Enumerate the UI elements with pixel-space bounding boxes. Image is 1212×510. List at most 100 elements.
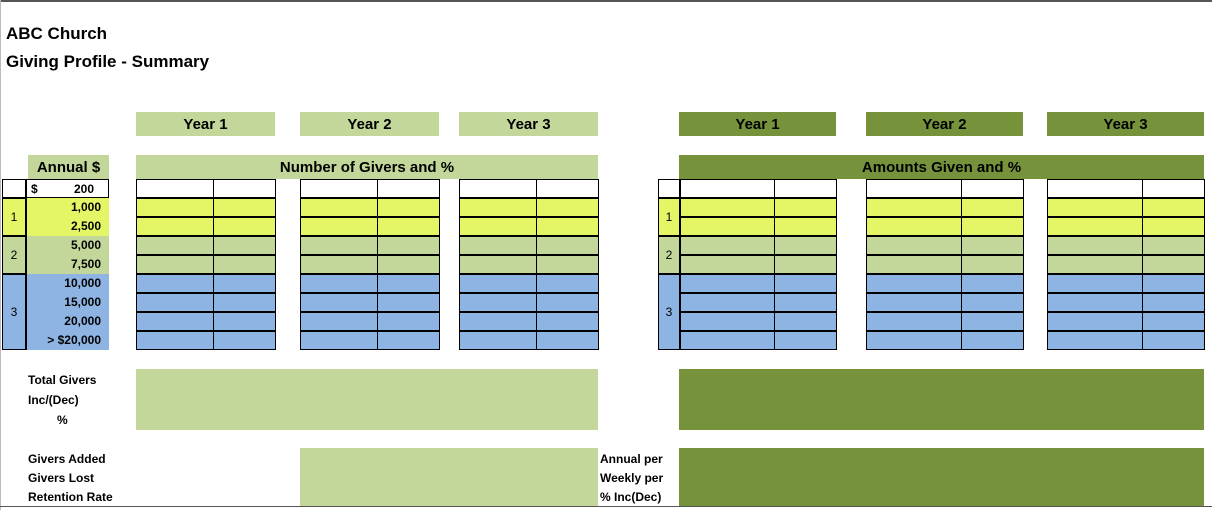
amounts-year-1-row-6-count-cell[interactable]	[680, 274, 775, 293]
givers-year-3-row-7-count-cell[interactable]	[459, 293, 537, 312]
givers-year-2-row-5-count-cell[interactable]	[300, 255, 378, 274]
amounts-year-1-row-7-count-cell[interactable]	[680, 293, 775, 312]
amounts-year-2-row-1-pct-cell[interactable]	[961, 179, 1024, 198]
givers-year-1-row-9-pct-cell[interactable]	[213, 331, 276, 350]
givers-year-1-row-8-count-cell[interactable]	[136, 312, 214, 331]
retention-block[interactable]	[300, 448, 598, 506]
givers-year-2-row-2-count-cell[interactable]	[300, 198, 378, 217]
per-giver-block[interactable]	[679, 448, 1204, 506]
givers-year-1-row-4-pct-cell[interactable]	[213, 236, 276, 255]
amounts-year-3-row-5-count-cell[interactable]	[1047, 255, 1143, 274]
givers-year-2-row-8-pct-cell[interactable]	[377, 312, 440, 331]
amounts-year-2-row-8-pct-cell[interactable]	[961, 312, 1024, 331]
givers-year-1-row-8-pct-cell[interactable]	[213, 312, 276, 331]
givers-year-1-row-9-count-cell[interactable]	[136, 331, 214, 350]
givers-year-3-row-3-pct-cell[interactable]	[536, 217, 599, 236]
givers-year-2-row-2-pct-cell[interactable]	[377, 198, 440, 217]
amounts-year-2-row-6-count-cell[interactable]	[866, 274, 962, 293]
givers-year-2-row-5-pct-cell[interactable]	[377, 255, 440, 274]
amounts-year-3-row-8-count-cell[interactable]	[1047, 312, 1143, 331]
amounts-year-3-row-2-count-cell[interactable]	[1047, 198, 1143, 217]
amounts-year-1-row-2-count-cell[interactable]	[680, 198, 775, 217]
amounts-year-2-row-7-count-cell[interactable]	[866, 293, 962, 312]
givers-year-3-row-6-pct-cell[interactable]	[536, 274, 599, 293]
amounts-year-2-row-2-count-cell[interactable]	[866, 198, 962, 217]
givers-year-3-row-2-count-cell[interactable]	[459, 198, 537, 217]
givers-year-3-row-8-count-cell[interactable]	[459, 312, 537, 331]
amounts-year-2-row-3-count-cell[interactable]	[866, 217, 962, 236]
amounts-year-3-row-9-pct-cell[interactable]	[1142, 331, 1205, 350]
amounts-totals-block[interactable]	[679, 369, 1204, 430]
givers-year-1-row-7-count-cell[interactable]	[136, 293, 214, 312]
amounts-year-2-row-4-pct-cell[interactable]	[961, 236, 1024, 255]
amounts-year-1-row-5-pct-cell[interactable]	[774, 255, 837, 274]
amounts-year-2-row-9-pct-cell[interactable]	[961, 331, 1024, 350]
givers-year-1-row-3-count-cell[interactable]	[136, 217, 214, 236]
amounts-year-2-row-7-pct-cell[interactable]	[961, 293, 1024, 312]
amounts-year-1-row-5-count-cell[interactable]	[680, 255, 775, 274]
givers-year-3-row-5-count-cell[interactable]	[459, 255, 537, 274]
amounts-year-3-row-9-count-cell[interactable]	[1047, 331, 1143, 350]
givers-totals-block[interactable]	[136, 369, 598, 430]
amounts-year-3-row-8-pct-cell[interactable]	[1142, 312, 1205, 331]
amounts-year-1-row-1-count-cell[interactable]	[680, 179, 775, 198]
amounts-year-3-row-1-pct-cell[interactable]	[1142, 179, 1205, 198]
givers-year-2-row-7-pct-cell[interactable]	[377, 293, 440, 312]
givers-year-1-row-7-pct-cell[interactable]	[213, 293, 276, 312]
amounts-year-2-row-6-pct-cell[interactable]	[961, 274, 1024, 293]
givers-year-3-row-3-count-cell[interactable]	[459, 217, 537, 236]
amounts-year-1-row-4-count-cell[interactable]	[680, 236, 775, 255]
givers-year-3-row-4-pct-cell[interactable]	[536, 236, 599, 255]
amounts-year-3-row-7-pct-cell[interactable]	[1142, 293, 1205, 312]
amounts-year-2-row-2-pct-cell[interactable]	[961, 198, 1024, 217]
amounts-year-1-row-7-pct-cell[interactable]	[774, 293, 837, 312]
givers-year-2-row-4-pct-cell[interactable]	[377, 236, 440, 255]
givers-year-1-row-1-pct-cell[interactable]	[213, 179, 276, 198]
givers-year-3-row-2-pct-cell[interactable]	[536, 198, 599, 217]
givers-year-3-row-7-pct-cell[interactable]	[536, 293, 599, 312]
givers-year-1-row-1-count-cell[interactable]	[136, 179, 214, 198]
amounts-year-3-row-3-count-cell[interactable]	[1047, 217, 1143, 236]
givers-year-2-row-6-count-cell[interactable]	[300, 274, 378, 293]
givers-year-1-row-6-count-cell[interactable]	[136, 274, 214, 293]
givers-year-2-row-6-pct-cell[interactable]	[377, 274, 440, 293]
amounts-year-1-row-4-pct-cell[interactable]	[774, 236, 837, 255]
givers-year-3-row-9-pct-cell[interactable]	[536, 331, 599, 350]
amounts-year-3-row-6-pct-cell[interactable]	[1142, 274, 1205, 293]
givers-year-2-row-9-pct-cell[interactable]	[377, 331, 440, 350]
amounts-year-1-row-3-count-cell[interactable]	[680, 217, 775, 236]
amounts-year-2-row-5-count-cell[interactable]	[866, 255, 962, 274]
givers-year-3-row-4-count-cell[interactable]	[459, 236, 537, 255]
amounts-year-3-row-3-pct-cell[interactable]	[1142, 217, 1205, 236]
amounts-year-1-row-6-pct-cell[interactable]	[774, 274, 837, 293]
amounts-year-1-row-1-pct-cell[interactable]	[774, 179, 837, 198]
amounts-year-3-row-4-pct-cell[interactable]	[1142, 236, 1205, 255]
givers-year-3-row-1-pct-cell[interactable]	[536, 179, 599, 198]
givers-year-3-row-6-count-cell[interactable]	[459, 274, 537, 293]
amounts-year-1-row-2-pct-cell[interactable]	[774, 198, 837, 217]
amounts-year-1-row-9-pct-cell[interactable]	[774, 331, 837, 350]
givers-year-1-row-2-count-cell[interactable]	[136, 198, 214, 217]
amounts-year-2-row-9-count-cell[interactable]	[866, 331, 962, 350]
amounts-year-2-row-5-pct-cell[interactable]	[961, 255, 1024, 274]
givers-year-3-row-1-count-cell[interactable]	[459, 179, 537, 198]
amounts-year-2-row-8-count-cell[interactable]	[866, 312, 962, 331]
givers-year-2-row-1-count-cell[interactable]	[300, 179, 378, 198]
amounts-year-1-row-3-pct-cell[interactable]	[774, 217, 837, 236]
amounts-year-3-row-5-pct-cell[interactable]	[1142, 255, 1205, 274]
givers-year-3-row-5-pct-cell[interactable]	[536, 255, 599, 274]
givers-year-1-row-3-pct-cell[interactable]	[213, 217, 276, 236]
givers-year-1-row-2-pct-cell[interactable]	[213, 198, 276, 217]
amounts-year-3-row-1-count-cell[interactable]	[1047, 179, 1143, 198]
amounts-year-3-row-7-count-cell[interactable]	[1047, 293, 1143, 312]
givers-year-3-row-9-count-cell[interactable]	[459, 331, 537, 350]
amounts-year-2-row-3-pct-cell[interactable]	[961, 217, 1024, 236]
givers-year-1-row-5-pct-cell[interactable]	[213, 255, 276, 274]
givers-year-2-row-4-count-cell[interactable]	[300, 236, 378, 255]
givers-year-2-row-9-count-cell[interactable]	[300, 331, 378, 350]
amounts-year-1-row-9-count-cell[interactable]	[680, 331, 775, 350]
givers-year-2-row-8-count-cell[interactable]	[300, 312, 378, 331]
givers-year-1-row-6-pct-cell[interactable]	[213, 274, 276, 293]
amounts-year-2-row-1-count-cell[interactable]	[866, 179, 962, 198]
amounts-year-1-row-8-count-cell[interactable]	[680, 312, 775, 331]
